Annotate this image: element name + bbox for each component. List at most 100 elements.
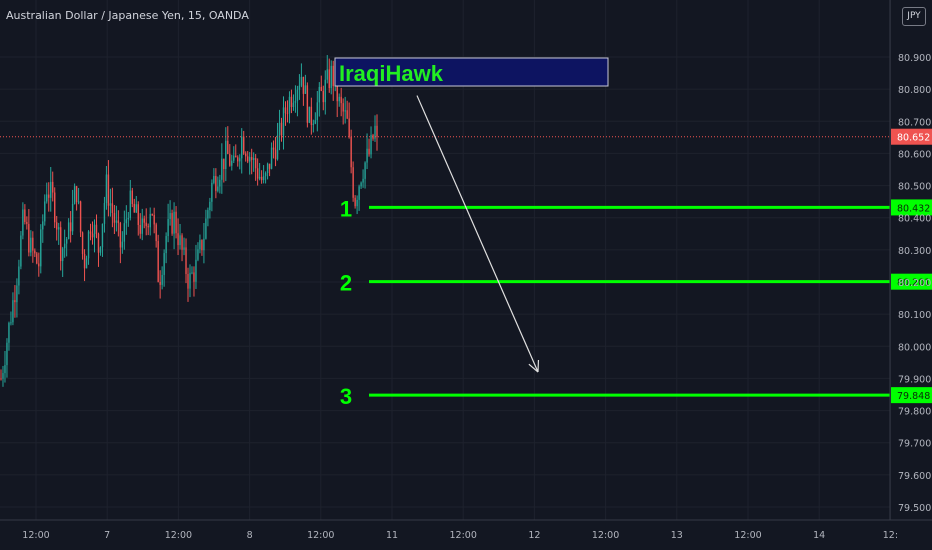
candle-body (191, 272, 193, 274)
candle-body (20, 235, 22, 267)
candle-body (284, 107, 287, 114)
candle-body (169, 213, 171, 220)
level-price-badge-1 (891, 199, 932, 216)
symbol-title[interactable]: Australian Dollar / Japanese Yen, 15, OA… (6, 9, 249, 22)
candle-body (288, 96, 291, 114)
candle-body (262, 176, 265, 181)
watermark: IraqiHawk (334, 57, 609, 87)
arrow-shaft[interactable] (416, 95, 539, 373)
candle-body (111, 203, 114, 213)
candle-body (24, 209, 26, 222)
level-number-3: 3 (340, 384, 352, 409)
price-tick-label: 80.400 (898, 214, 931, 225)
candle-body (125, 219, 128, 224)
candle-body (97, 233, 100, 253)
candle-body (173, 211, 175, 234)
candle-body (197, 249, 199, 260)
candle-body (312, 123, 315, 125)
candle-body (354, 197, 356, 207)
candle-body (342, 103, 344, 112)
candle-body (32, 237, 34, 251)
candle-body (243, 136, 245, 154)
candle-body (272, 147, 275, 150)
candle-body (290, 96, 293, 107)
candle-body (151, 213, 153, 216)
candle-body (123, 223, 126, 242)
candle-body (167, 219, 169, 237)
candle-body (52, 181, 54, 193)
candle-body (358, 186, 360, 200)
candle-body (175, 211, 177, 234)
candle-body (107, 174, 110, 206)
price-tick-label: 80.900 (898, 53, 931, 64)
candle-body (67, 222, 70, 240)
candle-body (99, 247, 102, 253)
candle-body (346, 110, 348, 119)
candle-body (193, 272, 195, 282)
candle-body (135, 204, 137, 213)
price-tick-label: 80.200 (898, 278, 931, 289)
candle-body (44, 201, 46, 222)
candle-body (298, 85, 301, 90)
candle-body (203, 238, 205, 251)
candle-body (147, 226, 149, 228)
candle-body (149, 213, 151, 228)
candle-body (316, 102, 319, 121)
candle-body (189, 272, 191, 289)
candle-body (34, 250, 36, 254)
candle-body (8, 322, 10, 343)
candle-body (18, 266, 20, 286)
level-number-1: 1 (340, 196, 352, 221)
level-price-label-2: 80.201 (897, 278, 930, 289)
candle-body (0, 378, 2, 380)
candle-body (93, 224, 96, 238)
candle-body (286, 113, 289, 115)
candle-body (141, 218, 143, 234)
currency-badge[interactable]: JPY (902, 7, 926, 26)
candle-body (308, 106, 311, 123)
candle-body (59, 227, 62, 262)
candle-body (233, 155, 235, 161)
price-tick-label: 80.600 (898, 149, 931, 160)
candle-body (314, 120, 317, 124)
candle-body (332, 65, 334, 87)
candle-body (292, 102, 295, 107)
time-tick-label: 12:00 (734, 530, 761, 541)
candle-body (109, 203, 112, 206)
candle-body (10, 322, 12, 324)
price-tick-label: 79.600 (898, 471, 931, 482)
candle-body (304, 85, 307, 94)
candle-body (256, 168, 259, 179)
level-price-label-1: 80.432 (897, 203, 930, 214)
candle-body (157, 241, 159, 282)
candle-body (374, 125, 376, 139)
candle-body (338, 96, 340, 102)
candle-body (129, 190, 132, 218)
candle-body (350, 136, 352, 168)
candle-body (310, 106, 313, 125)
candle-body (324, 79, 326, 103)
candle-body (63, 243, 66, 249)
watermark-box[interactable] (334, 57, 609, 87)
price-axis: 80.900 80.800 80.700 80.600 80.500 80.400 80.3… (889, 0, 932, 520)
time-tick-label: 14 (813, 530, 825, 541)
time-tick-label: 12:00 (307, 530, 334, 541)
candle-body (368, 148, 370, 155)
candle-body (79, 201, 82, 233)
candle-body (163, 253, 165, 275)
candle-body (14, 300, 16, 303)
candle-body (187, 274, 189, 289)
candle-body (119, 223, 122, 248)
candle-body (239, 158, 241, 162)
level-price-badge-3 (891, 387, 932, 404)
last-price-label: 80.652 (897, 133, 930, 144)
price-tick-label: 80.500 (898, 182, 931, 193)
candle-body (318, 86, 321, 103)
time-tick-label: 7 (104, 530, 110, 541)
candle-body (322, 90, 324, 103)
candle-body (258, 176, 261, 179)
candle-body (362, 178, 364, 183)
candle-body (87, 231, 90, 259)
candle-body (185, 247, 187, 275)
